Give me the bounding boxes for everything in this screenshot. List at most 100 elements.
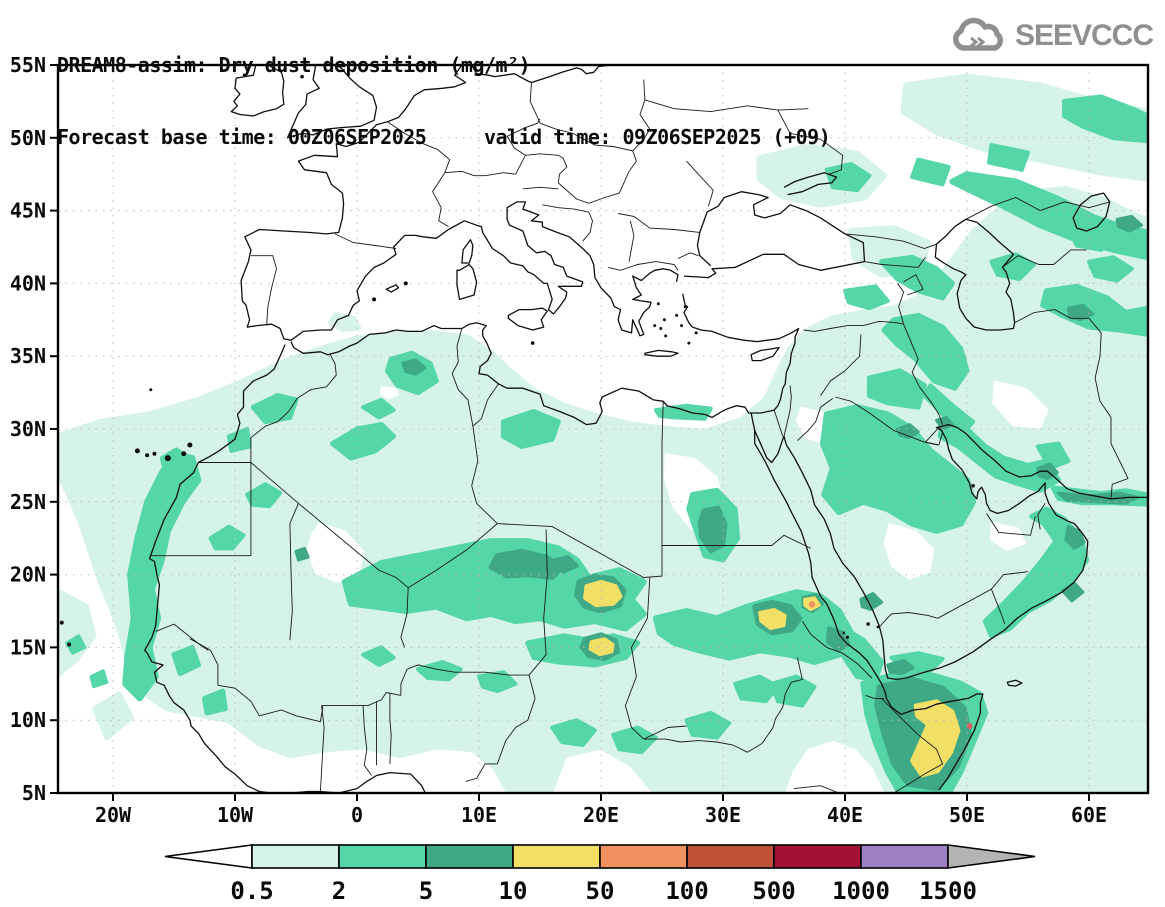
coast-baltic-coast	[471, 65, 613, 84]
dust-se-spain-pale	[328, 312, 362, 332]
lon-tick-label: 60E	[1071, 803, 1107, 827]
dust-capeverde-south-pale	[92, 691, 134, 741]
dust-ssudan-green	[684, 710, 732, 740]
border-ir-tm	[1014, 309, 1102, 334]
colorbar-segment	[860, 844, 949, 869]
border-hu-ro	[558, 150, 637, 204]
dust-iraq-green	[866, 368, 927, 410]
dust-west-coast-green	[122, 450, 202, 702]
border-jo-sa	[797, 398, 834, 441]
dust-turkmen-dark	[1066, 303, 1095, 322]
island-dot	[59, 620, 64, 625]
border-geo-ru	[844, 233, 937, 249]
dust-morocco-green-2	[226, 427, 252, 453]
dust-azov-ne-green	[824, 162, 872, 193]
lon-tick-label: 0	[351, 803, 363, 827]
border-sd-er	[801, 620, 827, 648]
dust-capeverde-pale	[58, 589, 97, 677]
border-ci-gh	[319, 705, 325, 792]
colorbar-segment	[512, 844, 601, 869]
dust-kazakh-patch-1	[987, 143, 1030, 172]
coast-great-britain	[286, 65, 378, 139]
island-dot	[876, 625, 880, 629]
lat-tick-label: 55N	[10, 53, 46, 77]
island-dot	[530, 341, 535, 345]
border-arm-az	[903, 274, 924, 296]
colorbar-segment	[686, 844, 775, 869]
dust-sahel-green-1	[416, 660, 463, 682]
dust-gulf-iran-green	[937, 419, 1061, 493]
colorbar-label: 0.5	[230, 877, 273, 905]
lat-tick-label: 35N	[10, 344, 46, 368]
title-line-1: DREAM8-assim: Dry dust deposition (mg/m²…	[57, 53, 531, 77]
border-gh-tg	[362, 705, 372, 776]
lon-tick-label: 10E	[461, 803, 497, 827]
island-dot	[662, 318, 666, 322]
border-tn-dz	[451, 328, 474, 427]
island-dot	[300, 74, 304, 79]
dust-bodele-yellow	[583, 579, 623, 608]
island-dot	[653, 324, 657, 328]
border-ng-ne	[400, 664, 529, 696]
dust-ethiopia-w-green	[769, 674, 817, 708]
border-ssd-car	[643, 738, 763, 753]
dust-oman-coast-green	[982, 506, 1090, 639]
border-om-uae-sa	[986, 513, 1036, 536]
dust-layers	[58, 73, 1148, 793]
country-borders	[149, 79, 1129, 793]
island-dot	[187, 442, 193, 448]
border-tn-ly	[472, 383, 499, 427]
coast-turkey-levant-nafrica	[290, 293, 800, 426]
dust-algeria-nw-green-1	[330, 422, 397, 461]
lon-tick-label: 20W	[95, 803, 132, 827]
coast-azov-sea	[783, 172, 838, 196]
cloud-icon	[953, 17, 1003, 51]
dust-sahel-green-2	[477, 670, 518, 694]
border-tr-iran-caucasus	[897, 283, 905, 325]
island-dot	[845, 635, 850, 639]
border-kz-caspian-ne	[965, 197, 1041, 220]
border-dz-ml	[298, 502, 409, 589]
colorbar-segment	[425, 844, 514, 869]
border-es-fr	[334, 233, 397, 249]
dust-kuwait-dark-1	[896, 423, 920, 440]
island-dot	[971, 483, 975, 488]
colorbar-label: 2	[332, 877, 346, 905]
border-ml-ne	[400, 587, 409, 648]
coast-socotra	[1006, 679, 1023, 687]
coast-caspian-sea	[934, 218, 1016, 331]
dust-kazakh-patch-2	[910, 157, 951, 187]
border-ru-ua	[777, 109, 844, 175]
lat-tick-label: 20N	[10, 563, 46, 587]
island-dot	[149, 388, 153, 392]
colorbar-label: 50	[586, 877, 615, 905]
dust-algeria-nw-green-2	[361, 397, 396, 420]
colorbar-arrow-left	[164, 844, 253, 869]
dust-atl-green-1	[65, 634, 87, 655]
dust-mali-dark-dot	[294, 546, 310, 562]
border-eg-sd	[662, 534, 811, 549]
lat-tick-label: 30N	[10, 417, 46, 441]
border-td-sd	[624, 577, 651, 740]
border-ch-at-cz	[444, 118, 541, 177]
border-tr-south	[803, 320, 904, 332]
graticule	[58, 65, 1148, 793]
dust-senegal-green-1	[171, 644, 201, 677]
island-dot	[134, 448, 140, 454]
dust-car-green-2	[611, 725, 658, 755]
border-pt-es	[250, 255, 277, 325]
border-md-ua	[686, 160, 714, 207]
border-ir-af-pk	[1094, 332, 1129, 499]
dust-niger-chad-dark	[488, 548, 565, 580]
island-dot	[656, 302, 660, 306]
dust-kazakh-dark	[1115, 214, 1143, 233]
border-sa-om	[937, 571, 1029, 619]
coast-crete	[644, 349, 679, 357]
island-dot	[164, 455, 171, 462]
colorbar: 0.5 2 5 10 50 100 500 1000 1500	[164, 844, 1036, 905]
lat-tick-label: 25N	[10, 490, 46, 514]
lon-tick-label: 30E	[705, 803, 741, 827]
dust-oman-cape-dark	[1064, 525, 1086, 550]
lon-tick-label: 50E	[949, 803, 985, 827]
